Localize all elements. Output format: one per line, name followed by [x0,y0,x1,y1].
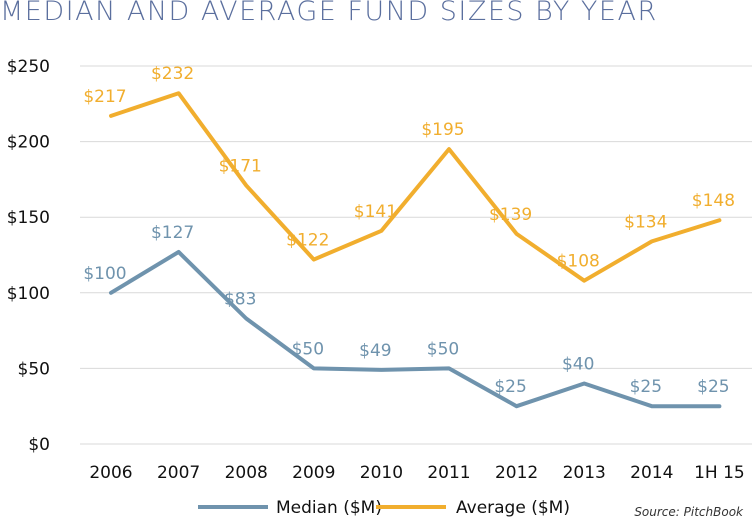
y-axis-ticks: $0 $50 $100 $150 $200 $250 [7,57,50,455]
data-label: $50 [292,339,324,359]
data-label: $232 [151,64,194,84]
data-label: $148 [692,191,735,211]
data-label: $100 [83,264,126,284]
data-label: $40 [562,355,594,375]
y-tick-label: $250 [7,57,50,77]
x-tick-label: 2014 [630,463,673,483]
series-line-median [109,249,722,409]
series-line-average [109,91,722,283]
data-label: $134 [624,212,667,232]
data-label: $171 [219,156,262,176]
legend-label: Average ($M) [456,498,570,518]
x-tick-label: 2012 [495,463,538,483]
data-labels: $100 $127 $83 $50 $49 $50 $25 $40 $25 $25 $217 $232… [83,64,735,397]
data-label: $108 [557,252,600,272]
legend: Median ($M) Average ($M) [198,498,570,518]
data-label: $25 [697,377,729,397]
data-label: $25 [630,377,662,397]
x-tick-label: 2006 [89,463,132,483]
y-tick-label: $150 [7,208,50,228]
y-tick-label: $100 [7,284,50,304]
data-label: $83 [224,290,256,310]
data-label: $141 [354,202,397,222]
y-tick-label: $0 [28,435,50,455]
x-tick-label: 1H 15 [694,463,745,483]
data-label: $127 [151,223,194,243]
chart-title: MEDIAN AND AVERAGE FUND SIZES BY YEAR [0,0,658,27]
data-label: $25 [494,377,526,397]
x-tick-label: 2008 [225,463,268,483]
data-label: $195 [421,120,464,140]
x-tick-label: 2010 [360,463,403,483]
data-label: $122 [286,231,329,251]
data-label: $49 [359,341,391,361]
y-tick-label: $200 [7,133,50,153]
x-axis-ticks: 2006 2007 2008 2009 2010 2011 2012 2013 2014 1H 1… [89,463,744,483]
x-tick-label: 2009 [292,463,335,483]
legend-label: Median ($M) [276,498,382,518]
x-tick-label: 2007 [157,463,200,483]
series-lines [109,91,722,409]
data-label: $217 [83,87,126,107]
data-label: $50 [427,339,459,359]
y-tick-label: $50 [18,359,50,379]
data-label: $139 [489,205,532,225]
source-note: Source: PitchBook [634,505,744,519]
x-tick-label: 2011 [427,463,470,483]
x-tick-label: 2013 [563,463,606,483]
